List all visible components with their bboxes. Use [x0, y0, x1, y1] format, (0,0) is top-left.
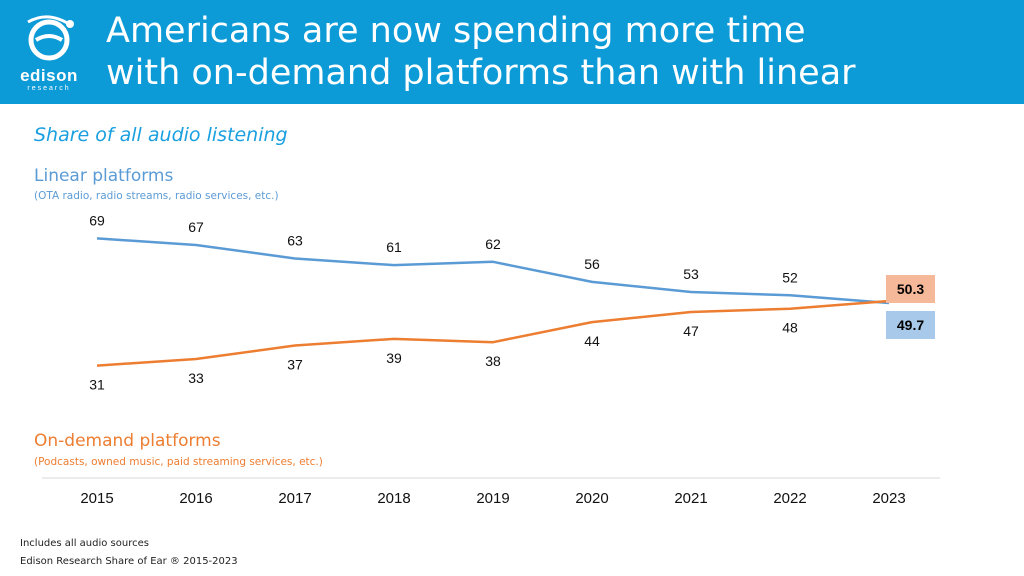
data-label-ondemand-2017: 37 — [287, 357, 303, 373]
data-label-ondemand-2023: 50.3 — [897, 281, 924, 297]
data-label-linear-2016: 67 — [188, 219, 204, 235]
data-label-linear-2019: 62 — [485, 236, 501, 252]
series-line-linear — [96, 237, 890, 305]
x-tick-label-2018: 2018 — [377, 490, 410, 507]
data-label-ondemand-2021: 47 — [683, 323, 699, 339]
data-label-ondemand-2016: 33 — [188, 370, 204, 386]
footnote-copyright: Edison Research Share of Ear ® 2015-2023 — [20, 556, 238, 567]
data-label-linear-2018: 61 — [386, 239, 402, 255]
series-line-ondemand — [96, 299, 890, 367]
linear-series-label: Linear platforms — [34, 166, 174, 186]
header-banner: edison research Americans are now spendi… — [0, 0, 1024, 104]
x-tick-label-2017: 2017 — [278, 490, 311, 507]
last-value-box-ondemand — [886, 275, 935, 303]
x-tick-label-2016: 2016 — [179, 490, 212, 507]
data-label-ondemand-2022: 48 — [782, 320, 798, 336]
data-label-linear-2020: 56 — [584, 256, 600, 272]
x-tick-label-2020: 2020 — [575, 490, 608, 507]
data-label-ondemand-2019: 38 — [485, 353, 501, 369]
data-label-ondemand-2020: 44 — [584, 333, 600, 349]
x-tick-label-2019: 2019 — [476, 490, 509, 507]
data-label-ondemand-2018: 39 — [386, 350, 402, 366]
title-line-1: Americans are now spending more time — [106, 11, 806, 51]
data-label-linear-2021: 53 — [683, 266, 699, 282]
x-tick-label-2021: 2021 — [674, 490, 707, 507]
footnote-sources: Includes all audio sources — [20, 538, 149, 549]
last-value-box-linear — [886, 311, 935, 339]
logo-icon — [27, 15, 74, 61]
linear-series-note: (OTA radio, radio streams, radio service… — [34, 190, 279, 202]
data-label-linear-2022: 52 — [782, 269, 798, 285]
logo-brand-subtext: research — [27, 85, 71, 92]
chart-subtitle: Share of all audio listening — [34, 124, 288, 146]
x-tick-label-2022: 2022 — [773, 490, 806, 507]
data-label-ondemand-2015: 31 — [89, 377, 105, 393]
data-label-linear-2017: 63 — [287, 232, 303, 248]
x-tick-label-2023: 2023 — [872, 490, 905, 507]
page-title: Americans are now spending more time wit… — [106, 10, 1006, 94]
edison-logo: edison research — [14, 12, 84, 96]
ondemand-series-label: On-demand platforms — [34, 431, 221, 451]
ondemand-series-note: (Podcasts, owned music, paid streaming s… — [34, 456, 323, 468]
data-label-linear-2023: 49.7 — [897, 317, 924, 333]
x-tick-label-2015: 2015 — [80, 490, 113, 507]
logo-brand-text: edison — [20, 66, 78, 85]
title-line-2: with on-demand platforms than with linea… — [106, 53, 856, 93]
data-label-linear-2015: 69 — [89, 212, 105, 228]
